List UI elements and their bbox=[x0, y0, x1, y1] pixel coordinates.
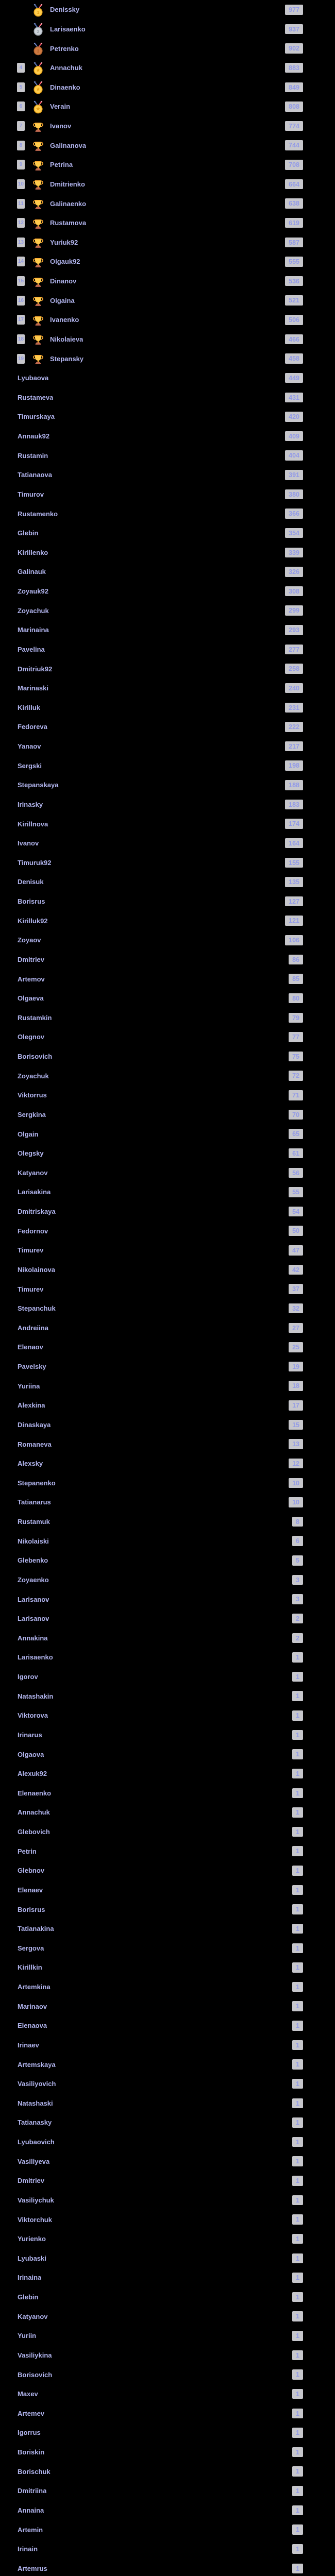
svg-text:1: 1 bbox=[37, 10, 40, 15]
svg-text:2: 2 bbox=[37, 29, 40, 34]
svg-text:3: 3 bbox=[37, 48, 40, 54]
